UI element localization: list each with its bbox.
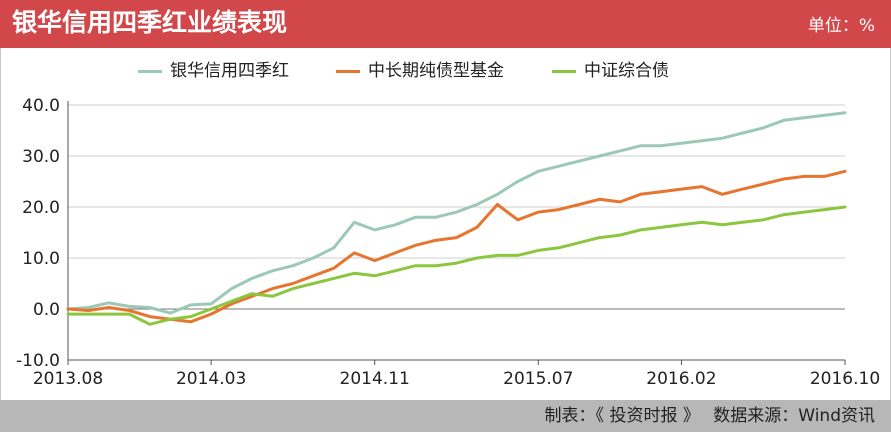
legend-label-series3: 中证综合债 (584, 61, 669, 81)
y-tick-label: 20.0 (22, 198, 60, 218)
x-tick-label: 2013.08 (33, 369, 103, 389)
x-tick-label: 2016.02 (646, 369, 716, 389)
y-tick-label: 30.0 (22, 147, 60, 167)
y-tick-label: 40.0 (22, 96, 60, 116)
series-line-3 (66, 205, 847, 326)
series-lines (66, 111, 847, 326)
legend-swatch-series1 (138, 70, 162, 73)
y-tick-label: 10.0 (22, 249, 60, 269)
y-tick-labels: 40.0 30.0 20.0 10.0 0.0 -10.0 (16, 96, 60, 371)
legend: 银华信用四季红 中长期纯债型基金 中证综合债 (0, 60, 891, 82)
unit-label: 单位：% (807, 16, 875, 36)
footer: 制表：《 投资时报 》 数据来源：Wind资讯 (0, 400, 891, 432)
source-label: 数据来源：Wind资讯 (713, 406, 875, 426)
x-tick-labels: 2013.08 2014.03 2014.11 2015.07 2016.02 2016.… (33, 369, 880, 389)
legend-label-series2: 中长期纯债型基金 (368, 61, 504, 81)
series-line-1 (66, 111, 847, 315)
y-tick-label: 0.0 (33, 300, 60, 320)
x-tick-label: 2016.10 (810, 369, 880, 389)
chart-title: 银华信用四季红业绩表现 (12, 8, 288, 37)
maker-label: 制表：《 投资时报 》 (544, 406, 700, 426)
source-note: 制表：《 投资时报 》 数据来源：Wind资讯 (537, 404, 875, 428)
legend-label-series1: 银华信用四季红 (170, 61, 289, 81)
x-tick-label: 2014.03 (176, 369, 246, 389)
axes (67, 101, 846, 365)
x-tick-label: 2015.07 (503, 369, 573, 389)
line-chart: 40.030.020.010.00.0-10.0 2013.08 2014.03 2… (16, 96, 880, 389)
chart-header: 银华信用四季红业绩表现 单位：% (0, 0, 891, 50)
x-tick-label: 2014.11 (340, 369, 410, 389)
legend-swatch-series3 (552, 70, 576, 73)
legend-swatch-series2 (336, 70, 360, 73)
y-tick-label: -10.0 (16, 351, 60, 371)
series-line-2 (66, 169, 847, 324)
